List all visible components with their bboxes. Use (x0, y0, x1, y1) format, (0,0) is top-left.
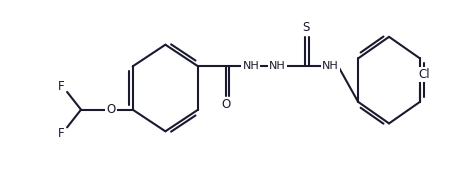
Text: O: O (106, 103, 115, 116)
Text: NH: NH (242, 61, 259, 71)
Text: NH: NH (322, 61, 339, 71)
Text: O: O (221, 98, 230, 111)
Text: F: F (58, 127, 65, 140)
Text: NH: NH (269, 61, 286, 71)
Text: F: F (58, 80, 65, 93)
Text: Cl: Cl (418, 68, 430, 81)
Text: S: S (302, 21, 309, 34)
